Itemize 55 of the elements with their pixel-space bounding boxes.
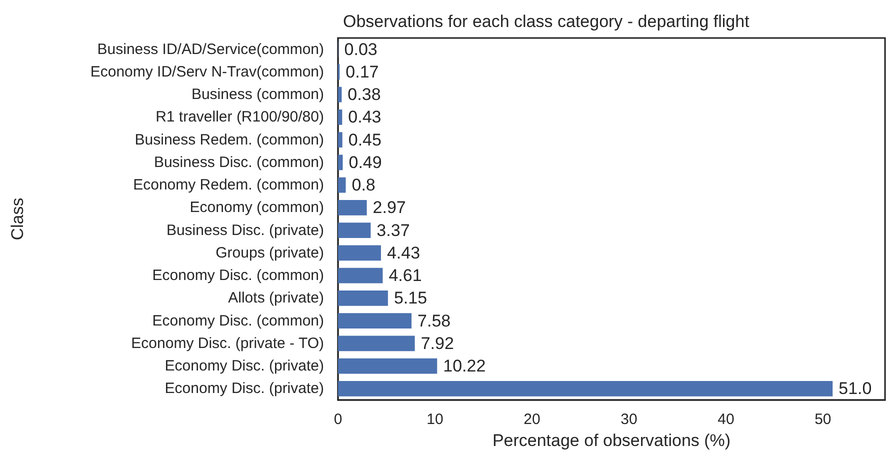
bar bbox=[338, 380, 833, 396]
bar bbox=[338, 336, 415, 352]
y-tick-label: R1 traveller (R100/90/80) bbox=[156, 108, 324, 126]
data-label: 4.43 bbox=[386, 243, 420, 262]
y-tick-label: Allots (private) bbox=[228, 290, 324, 307]
data-label: 0.8 bbox=[352, 176, 376, 195]
y-tick-label: Business ID/AD/Service(common) bbox=[97, 40, 324, 58]
bar bbox=[338, 222, 371, 238]
data-label: 0.43 bbox=[348, 108, 382, 127]
y-tick-label: Economy (common) bbox=[190, 199, 324, 216]
y-tick-label: Economy Disc. (common) bbox=[152, 267, 324, 284]
data-label: 10.22 bbox=[443, 356, 486, 376]
y-axis-title: Class bbox=[8, 198, 27, 240]
x-axis-title: Percentage of observations (%) bbox=[492, 430, 731, 450]
data-label: 0.45 bbox=[348, 130, 382, 150]
y-tick-label: Economy Disc. (private - TO) bbox=[131, 334, 324, 352]
chart-title: Observations for each class category - departing flight bbox=[343, 12, 750, 31]
data-label: 7.58 bbox=[418, 311, 451, 330]
y-tick-label: Groups (private) bbox=[216, 244, 324, 262]
data-label: 51.0 bbox=[838, 379, 872, 398]
x-tick-label: 20 bbox=[524, 411, 540, 428]
bar bbox=[338, 245, 381, 261]
data-label: 0.49 bbox=[348, 152, 382, 172]
y-tick-label: Business Disc. (common) bbox=[154, 154, 324, 171]
bar bbox=[338, 200, 367, 216]
y-tick-label: Business (common) bbox=[191, 86, 324, 104]
y-tick-label: Economy ID/Serv N-Trav(common) bbox=[90, 63, 324, 80]
data-label: 3.37 bbox=[376, 220, 410, 240]
bar bbox=[338, 268, 383, 284]
y-tick-label: Business Disc. (private) bbox=[166, 222, 324, 239]
x-tick-label: 40 bbox=[718, 411, 734, 428]
bar bbox=[338, 86, 342, 102]
data-label: 2.97 bbox=[372, 198, 406, 218]
bar bbox=[338, 177, 346, 193]
data-label: 4.61 bbox=[388, 266, 422, 286]
x-tick-label: 30 bbox=[620, 411, 638, 428]
y-tick-label: Economy Disc. (common) bbox=[152, 312, 324, 330]
data-label: 5.15 bbox=[394, 288, 428, 308]
data-label: 0.38 bbox=[348, 85, 381, 104]
bar bbox=[338, 132, 342, 148]
data-label: 0.17 bbox=[346, 62, 379, 82]
data-label: 7.92 bbox=[420, 334, 454, 353]
x-tick-label: 0 bbox=[334, 411, 342, 428]
bar bbox=[338, 154, 343, 170]
x-tick-label: 10 bbox=[426, 411, 444, 428]
x-tick-label: 50 bbox=[814, 411, 832, 428]
data-label: 0.03 bbox=[344, 40, 378, 59]
y-tick-label: Economy Disc. (private) bbox=[164, 358, 324, 375]
bar bbox=[338, 290, 388, 306]
bar bbox=[338, 313, 412, 329]
y-tick-label: Economy Redem. (common) bbox=[133, 176, 324, 194]
bar bbox=[338, 109, 342, 125]
y-tick-label: Economy Disc. (private) bbox=[164, 380, 324, 398]
y-tick-label: Business Redem. (common) bbox=[134, 131, 324, 148]
bar bbox=[338, 358, 438, 374]
